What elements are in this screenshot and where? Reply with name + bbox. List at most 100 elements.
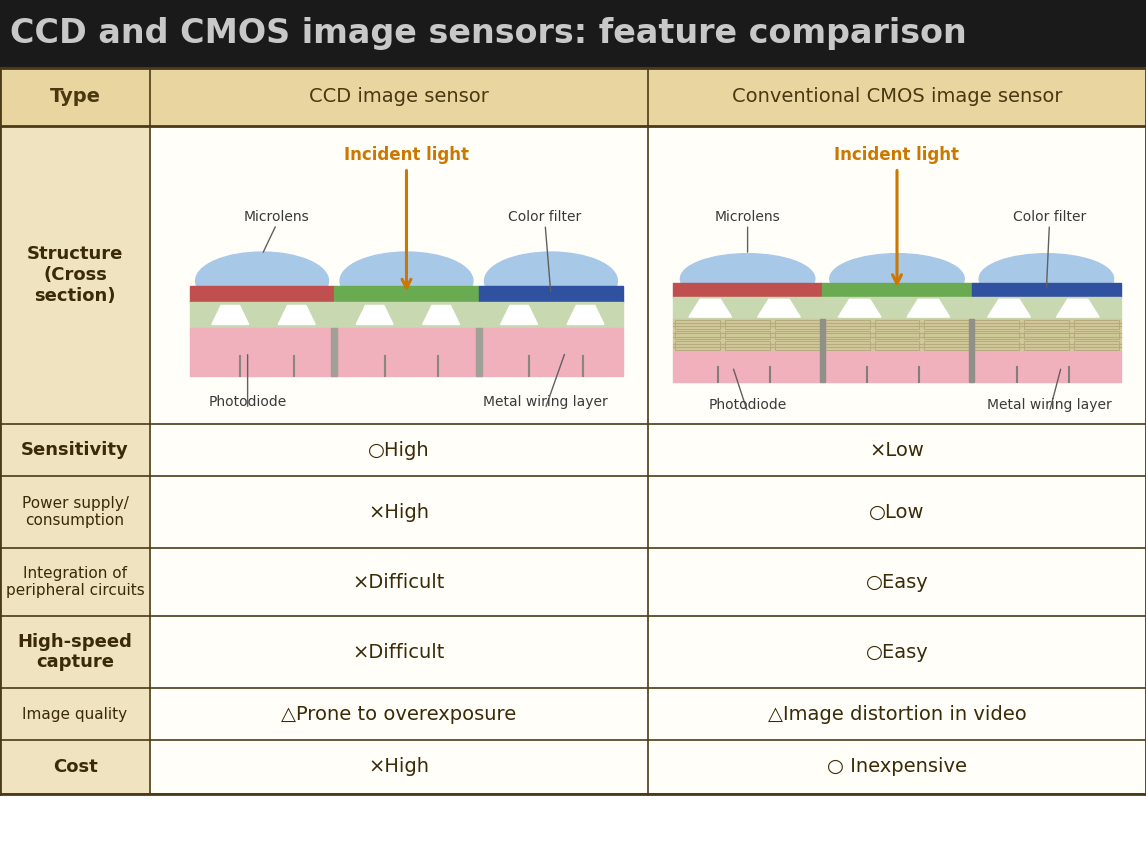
Text: Metal wiring layer: Metal wiring layer [987,398,1112,412]
Bar [775,341,819,350]
Bar [970,351,974,383]
Polygon shape [423,306,460,325]
Bar [673,297,1121,320]
Bar [150,688,1146,740]
Bar [0,0,1146,68]
Bar [925,341,970,350]
Bar [673,330,1121,340]
Ellipse shape [979,254,1114,304]
Polygon shape [906,299,950,317]
Bar [825,320,870,329]
Bar [190,286,335,302]
Ellipse shape [340,252,473,310]
Polygon shape [501,306,537,325]
Bar [974,320,1019,329]
Bar [725,331,770,339]
Text: Microlens: Microlens [244,210,309,224]
Text: Microlens: Microlens [715,210,780,224]
Bar [190,302,623,327]
Text: △Prone to overexposure: △Prone to overexposure [282,705,517,723]
Bar [1025,331,1069,339]
Text: CCD and CMOS image sensors: feature comparison: CCD and CMOS image sensors: feature comp… [10,18,967,50]
Bar [0,688,150,740]
Polygon shape [278,306,315,325]
Text: ×Low: ×Low [870,440,925,459]
Polygon shape [356,306,393,325]
Bar [874,341,919,350]
Text: Color filter: Color filter [509,210,582,224]
Text: Photodiode: Photodiode [708,398,786,412]
Bar [974,331,1019,339]
Bar [673,351,1121,383]
Bar [0,548,150,616]
Bar [874,320,919,329]
Polygon shape [212,306,249,325]
Ellipse shape [830,254,964,304]
Bar [675,341,720,350]
Bar [476,327,481,377]
Text: ×Difficult: ×Difficult [353,573,445,591]
Text: CCD image sensor: CCD image sensor [309,88,489,106]
Bar [150,424,1146,476]
Bar [1074,320,1118,329]
Text: ×High: ×High [369,503,430,521]
Text: △Image distortion in video: △Image distortion in video [768,705,1027,723]
Polygon shape [758,299,800,317]
Bar [819,320,825,351]
Polygon shape [567,306,604,325]
Text: ×Difficult: ×Difficult [353,642,445,661]
Text: Sensitivity: Sensitivity [21,441,128,459]
Text: Incident light: Incident light [344,146,469,164]
Text: Cost: Cost [53,758,97,776]
Text: ○Easy: ○Easy [865,573,928,591]
Polygon shape [839,299,881,317]
Bar [825,331,870,339]
Text: ○Low: ○Low [870,503,925,521]
Bar [150,548,1146,616]
Bar [479,286,623,302]
Bar [0,616,150,688]
Text: Metal wiring layer: Metal wiring layer [482,395,607,409]
Bar [825,341,870,350]
Bar [335,286,479,302]
Bar [0,476,150,548]
Ellipse shape [196,252,329,310]
Bar [972,283,1121,297]
Bar [775,331,819,339]
Text: Photodiode: Photodiode [209,395,286,409]
Bar [150,740,1146,794]
Text: Type: Type [49,88,101,106]
Text: ○High: ○High [368,440,430,459]
Bar [974,341,1019,350]
Text: Incident light: Incident light [834,146,959,164]
Bar [331,327,337,377]
Bar [874,331,919,339]
Bar [1074,341,1118,350]
Polygon shape [1057,299,1099,317]
Text: ×High: ×High [369,757,430,776]
Text: Conventional CMOS image sensor: Conventional CMOS image sensor [732,88,1062,106]
Bar [150,476,1146,548]
Text: Integration of
peripheral circuits: Integration of peripheral circuits [6,566,144,598]
Bar [925,320,970,329]
Bar [925,331,970,339]
Bar [673,340,1121,351]
Bar [150,126,1146,424]
Text: Color filter: Color filter [1013,210,1086,224]
Bar [673,320,1121,330]
Bar [190,327,623,377]
Bar [0,126,150,424]
Bar [675,320,720,329]
Bar [775,320,819,329]
Ellipse shape [485,252,618,310]
Bar [819,351,825,383]
Bar [0,740,150,794]
Bar [673,283,823,297]
Bar [1025,341,1069,350]
Ellipse shape [681,254,815,304]
Text: High-speed
capture: High-speed capture [17,632,133,671]
Bar [0,424,150,476]
Bar [725,341,770,350]
Polygon shape [988,299,1030,317]
Bar [0,68,1146,126]
